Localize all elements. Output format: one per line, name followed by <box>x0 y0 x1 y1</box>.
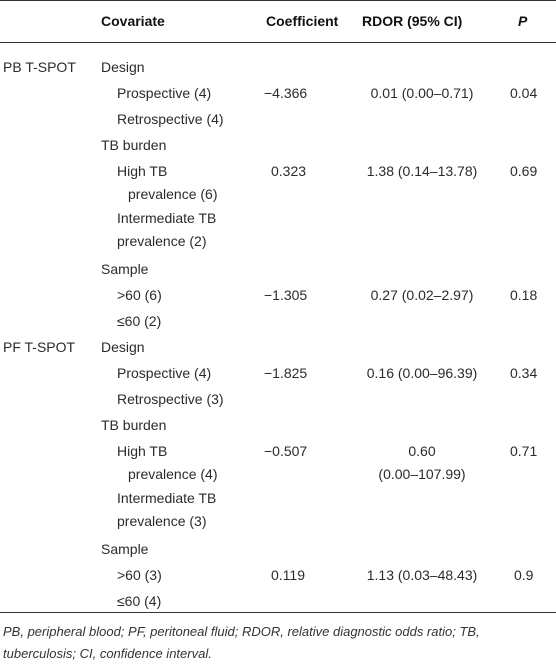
level-label: >60 (3) <box>117 567 162 583</box>
covariate-design-pf: Design <box>101 339 145 355</box>
level-label: >60 (6) <box>117 287 162 303</box>
level-label: prevalence (6) <box>128 186 218 202</box>
header-rdor: RDOR (95% CI) <box>362 13 463 29</box>
group-label-pf: PF T-SPOT <box>3 339 76 355</box>
p-value: 0.34 <box>510 365 538 381</box>
rdor-value: 1.38 (0.14–13.78) <box>366 163 478 179</box>
group-label-pb: PB T-SPOT <box>3 59 76 75</box>
level-label: prevalence (2) <box>117 233 207 249</box>
covariate-sample-pb: Sample <box>101 261 149 277</box>
p-value: 0.69 <box>510 163 538 179</box>
header-p: P <box>518 13 528 29</box>
covariate-sample-pf: Sample <box>101 541 149 557</box>
rdor-value: 0.27 (0.02–2.97) <box>370 287 474 303</box>
coefficient-value: 0.119 <box>271 567 305 583</box>
p-value: 0.9 <box>514 567 534 583</box>
rdor-value: 0.60 <box>408 443 436 459</box>
level-label: Intermediate TB <box>117 210 217 226</box>
coefficient-value: 0.323 <box>271 163 307 179</box>
level-label: prevalence (3) <box>117 513 207 529</box>
header-covariate: Covariate <box>101 13 165 29</box>
level-label: ≤60 (4) <box>117 593 162 609</box>
level-label: prevalence (4) <box>128 466 218 482</box>
level-label: Prospective (4) <box>117 365 212 381</box>
level-label: ≤60 (2) <box>117 313 162 329</box>
covariate-tb-burden-pb: TB burden <box>101 137 167 153</box>
level-label: Retrospective (3) <box>117 391 224 407</box>
level-label: Intermediate TB <box>117 490 217 506</box>
table-header-rule <box>0 42 556 43</box>
rdor-value-ci: (0.00–107.99) <box>378 466 466 482</box>
level-label: Retrospective (4) <box>117 111 224 127</box>
level-label: High TB <box>117 163 168 179</box>
coefficient-value: −4.366 <box>264 85 308 101</box>
level-label: Prospective (4) <box>117 85 212 101</box>
covariate-tb-burden-pf: TB burden <box>101 417 167 433</box>
p-value: 0.18 <box>510 287 538 303</box>
table-bottom-rule <box>0 612 556 613</box>
rdor-value: 1.13 (0.03–48.43) <box>366 567 478 583</box>
covariate-design-pb: Design <box>101 59 145 75</box>
table-top-rule <box>0 0 556 1</box>
coefficient-value: −1.305 <box>264 287 308 303</box>
p-value: 0.04 <box>510 85 538 101</box>
table-footnote: PB, peripheral blood; PF, peritoneal flu… <box>3 624 480 661</box>
coefficient-value: −0.507 <box>264 443 308 459</box>
p-value: 0.71 <box>510 443 538 459</box>
rdor-value: 0.01 (0.00–0.71) <box>370 85 474 101</box>
rdor-value: 0.16 (0.00–96.39) <box>366 365 478 381</box>
header-coefficient: Coefficient <box>266 13 339 29</box>
level-label: High TB <box>117 443 168 459</box>
coefficient-value: −1.825 <box>264 365 308 381</box>
